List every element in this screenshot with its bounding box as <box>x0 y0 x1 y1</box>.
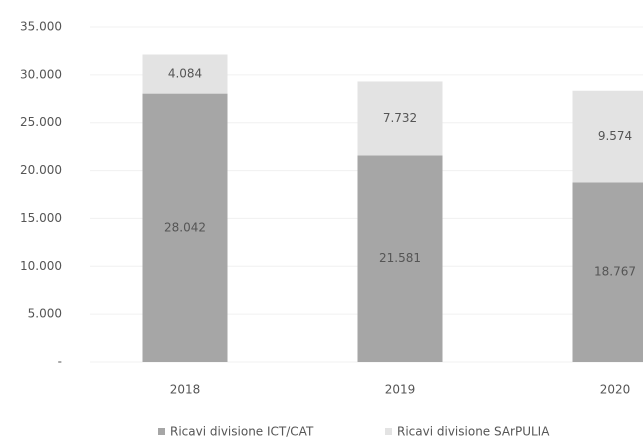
bar-segment <box>357 81 443 156</box>
data-label: 4.084 <box>168 67 202 81</box>
y-tick-label: 30.000 <box>20 67 62 81</box>
legend-label: Ricavi divisione SArPULIA <box>397 425 550 439</box>
bar-segment <box>357 155 443 362</box>
y-tick-label: 20.000 <box>20 163 62 177</box>
bar-segment <box>572 90 643 183</box>
y-tick-label: 5.000 <box>28 307 62 321</box>
y-tick-label: 10.000 <box>20 259 62 273</box>
y-tick-label: - <box>58 355 62 369</box>
data-label: 9.574 <box>598 129 632 143</box>
bar-segment <box>142 93 228 363</box>
y-tick-label: 25.000 <box>20 115 62 129</box>
data-label: 28.042 <box>164 220 206 234</box>
x-tick-label: 2018 <box>170 383 201 397</box>
bar-segment <box>572 182 643 362</box>
legend-label: Ricavi divisione ICT/CAT <box>170 425 314 439</box>
data-label: 21.581 <box>379 251 421 265</box>
data-label: 7.732 <box>383 111 417 125</box>
y-tick-label: 35.000 <box>20 20 62 34</box>
x-tick-label: 2020 <box>600 383 631 397</box>
x-tick-label: 2019 <box>385 383 416 397</box>
legend-swatch <box>385 428 392 435</box>
legend-swatch <box>158 428 165 435</box>
bar-segment <box>142 54 228 94</box>
y-tick-label: 15.000 <box>20 211 62 225</box>
data-label: 18.767 <box>594 265 636 279</box>
